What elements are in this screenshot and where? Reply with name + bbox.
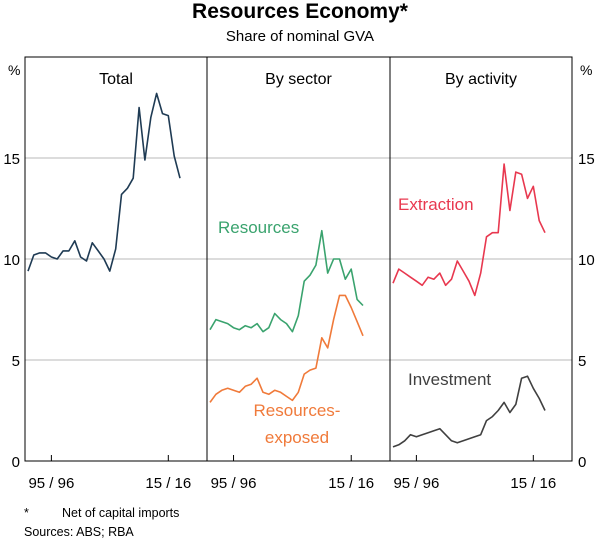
- series-label: Resources-: [254, 401, 341, 420]
- x-tick-label: 15 / 16: [510, 475, 556, 492]
- y-tick-label-left: 10: [3, 252, 20, 269]
- chart-subtitle: Share of nominal GVA: [225, 28, 375, 45]
- y-tick-label-right: 10: [578, 252, 595, 269]
- series-label: Investment: [408, 370, 491, 389]
- series-line-extraction: [392, 163, 546, 297]
- chart-title: Resources Economy*: [192, 0, 408, 23]
- x-tick-label: 15 / 16: [145, 475, 191, 492]
- y-tick-label-left: 0: [12, 454, 20, 471]
- y-tick-label-right: 0: [578, 454, 586, 471]
- panel-title: Total: [99, 71, 133, 88]
- series-label: Extraction: [398, 195, 474, 214]
- series-line-total: [27, 92, 181, 272]
- y-tick-label-right: 15: [578, 151, 595, 168]
- right-axis-unit: %: [580, 62, 593, 78]
- x-tick-label: 95 / 96: [28, 475, 74, 492]
- x-tick-label: 95 / 96: [393, 475, 439, 492]
- footnote-text: Net of capital imports: [62, 506, 180, 520]
- y-tick-label-left: 5: [12, 353, 20, 370]
- plot-frame: [24, 56, 573, 462]
- left-axis-unit: %: [8, 62, 21, 78]
- y-tick-label-left: 15: [3, 151, 20, 168]
- panel-title: By activity: [445, 71, 517, 88]
- series-label: Resources: [218, 218, 299, 237]
- x-tick-label: 15 / 16: [328, 475, 374, 492]
- series-line-investment: [392, 375, 546, 448]
- x-tick-label: 95 / 96: [211, 475, 257, 492]
- footnote: * Net of capital imports: [24, 506, 179, 520]
- series-line-resources: [209, 229, 364, 333]
- panel-title: By sector: [265, 71, 332, 88]
- series-line-resources-exposed: [209, 294, 364, 403]
- y-tick-label-right: 5: [578, 353, 586, 370]
- sources-note: Sources: ABS; RBA: [24, 525, 134, 539]
- series-label: exposed: [265, 428, 329, 447]
- footnote-star: *: [24, 506, 29, 520]
